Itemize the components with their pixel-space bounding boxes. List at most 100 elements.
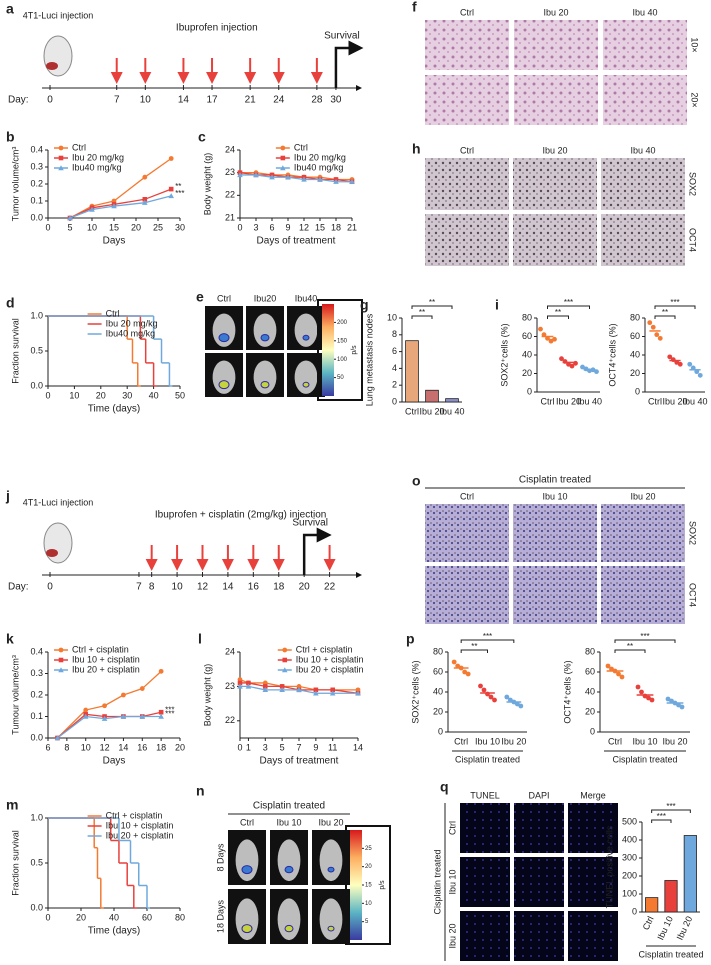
y-tick-label: 6 <box>392 346 397 356</box>
dot <box>650 324 656 330</box>
row-label: 18 Days <box>215 899 225 933</box>
legend-label: Ibu 20 + cisplatin <box>72 664 140 674</box>
x-tick-label: 1 <box>246 742 251 752</box>
y-tick-label: 200 <box>622 870 637 880</box>
x-tick-label: 12 <box>299 222 309 232</box>
panel-letter: q <box>440 779 449 795</box>
x-tick-label: 0 <box>45 222 50 232</box>
legend-label: Ibu40 mg/kg <box>294 162 344 172</box>
legend-marker <box>58 657 64 663</box>
day-tick-label: 14 <box>222 582 234 593</box>
image-title: Cisplatin treated <box>253 801 325 812</box>
x-tick-label: 0 <box>45 390 50 400</box>
colorbar-tick-label: 10 <box>365 901 372 907</box>
point <box>329 690 336 696</box>
dot <box>669 698 674 704</box>
signal <box>284 924 294 933</box>
dot <box>635 684 641 690</box>
x-tick-label: Ibu 10 <box>632 736 657 746</box>
mouse-body <box>253 360 277 394</box>
colorbar-frame <box>345 825 391 945</box>
dot <box>455 663 461 669</box>
y-tick-label: 80 <box>433 646 443 656</box>
y-tick-label: 20 <box>433 706 443 716</box>
legend-label: Ibu 20 + cisplatin <box>106 830 174 840</box>
x-tick-label: 5 <box>67 222 72 232</box>
dot <box>507 697 513 703</box>
y-tick-label: 22 <box>225 190 235 200</box>
point <box>89 206 95 212</box>
legend-label: Ctrl <box>294 142 308 152</box>
y-tick-label: 0.3 <box>30 161 43 171</box>
point <box>317 176 323 182</box>
row-label: SOX2 <box>688 521 698 545</box>
point <box>333 178 339 184</box>
colorbar-tick-label: 100 <box>337 357 348 363</box>
x-tick-label: Ibu 40 <box>577 396 602 406</box>
image-tile <box>460 857 510 907</box>
image-tile <box>460 803 510 853</box>
legend-label: Ctrl + cisplatin <box>72 644 129 654</box>
mouse-body <box>212 360 236 394</box>
point <box>279 687 285 693</box>
legend-marker <box>282 647 288 653</box>
y-tick-label: 4 <box>392 363 397 373</box>
x-tick-label: 20 <box>175 742 185 752</box>
y-tick-label: 60 <box>522 331 532 341</box>
day-tick-label: 18 <box>273 582 285 593</box>
y-axis-label: Lung metastasis nodes <box>364 313 374 406</box>
legend-label: Ibu 20 + cisplatin <box>296 664 364 674</box>
x-tick-label: 10 <box>81 742 91 752</box>
y-tick-label: 0.0 <box>30 732 43 742</box>
image-tile <box>513 158 597 210</box>
y-tick-label: 0.0 <box>30 380 43 390</box>
column-label: Ibu 10 <box>276 817 301 827</box>
x-tick-label: Ibu 10 <box>655 915 675 942</box>
point <box>139 713 146 719</box>
signal <box>218 380 230 390</box>
point <box>82 713 89 719</box>
point <box>279 684 285 689</box>
sig-label: *** <box>165 710 174 719</box>
series-line <box>240 685 358 694</box>
image-tile <box>425 158 509 210</box>
day-tick-label: 10 <box>172 582 184 593</box>
survival-arrow <box>302 527 332 575</box>
survival-arrow <box>334 40 364 88</box>
panel-letter: o <box>412 473 421 489</box>
column-label: Ibu 20 <box>542 145 567 155</box>
y-tick-label: 40 <box>630 349 640 359</box>
row-label: SOX2 <box>688 172 698 196</box>
bar <box>405 340 419 403</box>
point <box>285 174 291 180</box>
group-label: Cisplatin treated <box>455 754 520 764</box>
injection-label: 4T1-Luci injection <box>23 497 94 507</box>
column-label: Ibu20 <box>254 293 277 303</box>
mouse-body <box>277 898 301 941</box>
y-axis-label: Tumour volume/cm³ <box>10 655 20 735</box>
sig-label: ** <box>662 308 668 317</box>
legend-label: Ibu 20 mg/kg <box>106 318 158 328</box>
signal <box>302 334 310 341</box>
image-tile <box>513 504 597 562</box>
point <box>158 709 164 715</box>
panel-letter: g <box>360 297 369 313</box>
colorbar-tick-label: 50 <box>337 375 344 381</box>
point <box>142 174 148 180</box>
series-line <box>57 711 162 739</box>
dot <box>552 336 557 342</box>
dot <box>569 363 575 369</box>
mouse-body <box>235 898 259 941</box>
row-label: Ibu 10 <box>447 869 457 894</box>
x-tick-label: 7 <box>296 742 301 752</box>
day-tick-label: 30 <box>330 95 342 106</box>
dot <box>514 701 520 707</box>
point <box>168 156 174 161</box>
image-tile <box>425 504 509 562</box>
series-line <box>240 682 359 694</box>
point <box>101 715 108 721</box>
panel-letter: j <box>5 488 10 504</box>
x-tick-label: 10 <box>87 222 97 232</box>
mouse-body <box>319 839 343 882</box>
